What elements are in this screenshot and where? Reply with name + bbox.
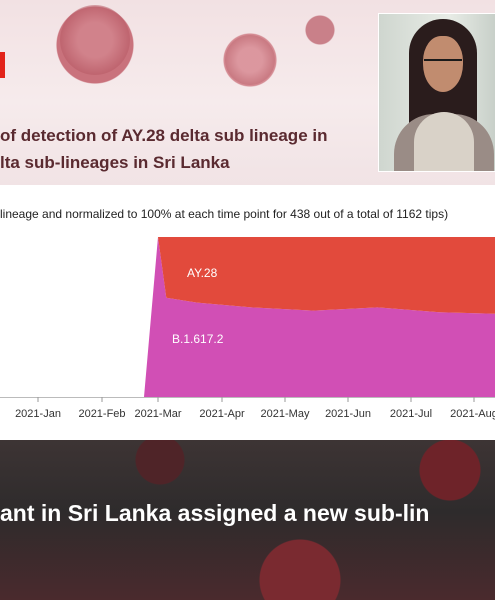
portrait-photo (378, 13, 495, 172)
x-tick-label: 2021-Aug (450, 408, 495, 420)
virus-illustration (225, 35, 275, 85)
footer-banner: ant in Sri Lanka assigned a new sub-lin (0, 440, 495, 600)
series-label: B.1.617.2 (172, 332, 224, 346)
x-tick-label: 2021-Apr (199, 408, 245, 420)
header-banner: of detection of AY.28 delta sub lineage … (0, 0, 495, 185)
virus-illustration (60, 5, 130, 75)
x-tick-label: 2021-May (261, 408, 310, 420)
article-caption: ant in Sri Lanka assigned a new sub-lin (0, 500, 430, 526)
series-label: AY.28 (187, 266, 218, 280)
heading-line-2: lta sub-lineages in Sri Lanka (0, 153, 230, 172)
chart-panel: lineage and normalized to 100% at each t… (0, 185, 495, 440)
red-accent-tab (0, 52, 5, 78)
article-heading: of detection of AY.28 delta sub lineage … (0, 122, 370, 176)
heading-line-1: of detection of AY.28 delta sub lineage … (0, 126, 328, 145)
chart-subtitle: lineage and normalized to 100% at each t… (0, 207, 449, 221)
x-tick-label: 2021-Feb (78, 408, 125, 420)
series-area-ay-28 (158, 237, 495, 314)
x-tick-label: 2021-Mar (134, 408, 181, 420)
x-tick-label: 2021-Jul (390, 408, 432, 420)
series-area-b-1-617-2 (144, 237, 495, 397)
stacked-area-chart: B.1.617.2 AY.28 2021-Jan 2021-Feb 2021-Mar 20… (0, 237, 495, 420)
x-tick-label: 2021-Jun (325, 408, 371, 420)
x-tick-label: 2021-Jan (15, 408, 61, 420)
